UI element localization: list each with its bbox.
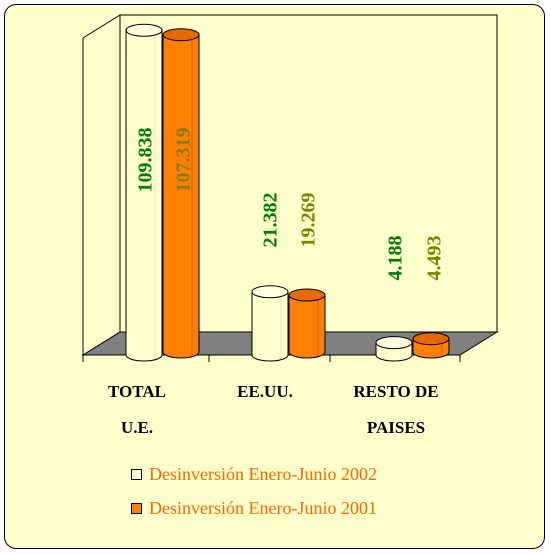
legend-label-2002: Desinversión Enero-Junio 2002 [149,464,377,484]
data-label-2001-eeuu: 19.269 [298,193,320,248]
data-label-2002-resto-paises: 4.188 [385,236,407,281]
bar-2002-resto-paises-top [375,336,413,350]
bar-2001-total-ue-top [162,28,200,42]
legend-swatch-2001 [131,503,142,514]
category-label-eeuu: EE.UU. [237,382,293,401]
bar-2001-total-ue [162,34,200,359]
data-label-2001-resto-paises: 4.493 [424,236,446,281]
side-wall [82,14,121,356]
bar-2002-total-ue [125,29,163,362]
bar-2002-eeuu-top [251,285,289,299]
data-label-2002-total-ue: 109.838 [135,128,157,193]
data-label-2001-total-ue: 107.319 [173,128,195,193]
legend-label-2001: Desinversión Enero-Junio 2001 [149,498,377,518]
bar-2001-resto-paises-top [412,332,450,346]
category-label-total-ue: TOTAL U.E. [108,382,166,437]
bar-2002-total-ue-top [125,23,163,37]
category-label-resto-paises: RESTO DE PAISES [353,382,439,437]
data-label-2002-eeuu: 21.382 [260,193,282,248]
bar-2002-eeuu [251,291,289,362]
bar-2001-eeuu [288,294,326,359]
bar-2001-eeuu-top [288,288,326,302]
legend-swatch-2002 [131,469,142,480]
